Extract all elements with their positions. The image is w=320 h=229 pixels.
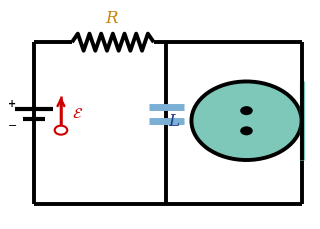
Circle shape [240, 107, 253, 116]
Text: $\mathcal{E}$: $\mathcal{E}$ [72, 106, 83, 121]
Text: +: + [8, 99, 16, 109]
Text: C: C [190, 108, 202, 121]
Circle shape [55, 126, 67, 135]
Text: −: − [8, 120, 17, 130]
Text: R: R [105, 11, 117, 27]
Text: L: L [168, 113, 179, 130]
Circle shape [191, 82, 301, 160]
Circle shape [240, 127, 253, 136]
